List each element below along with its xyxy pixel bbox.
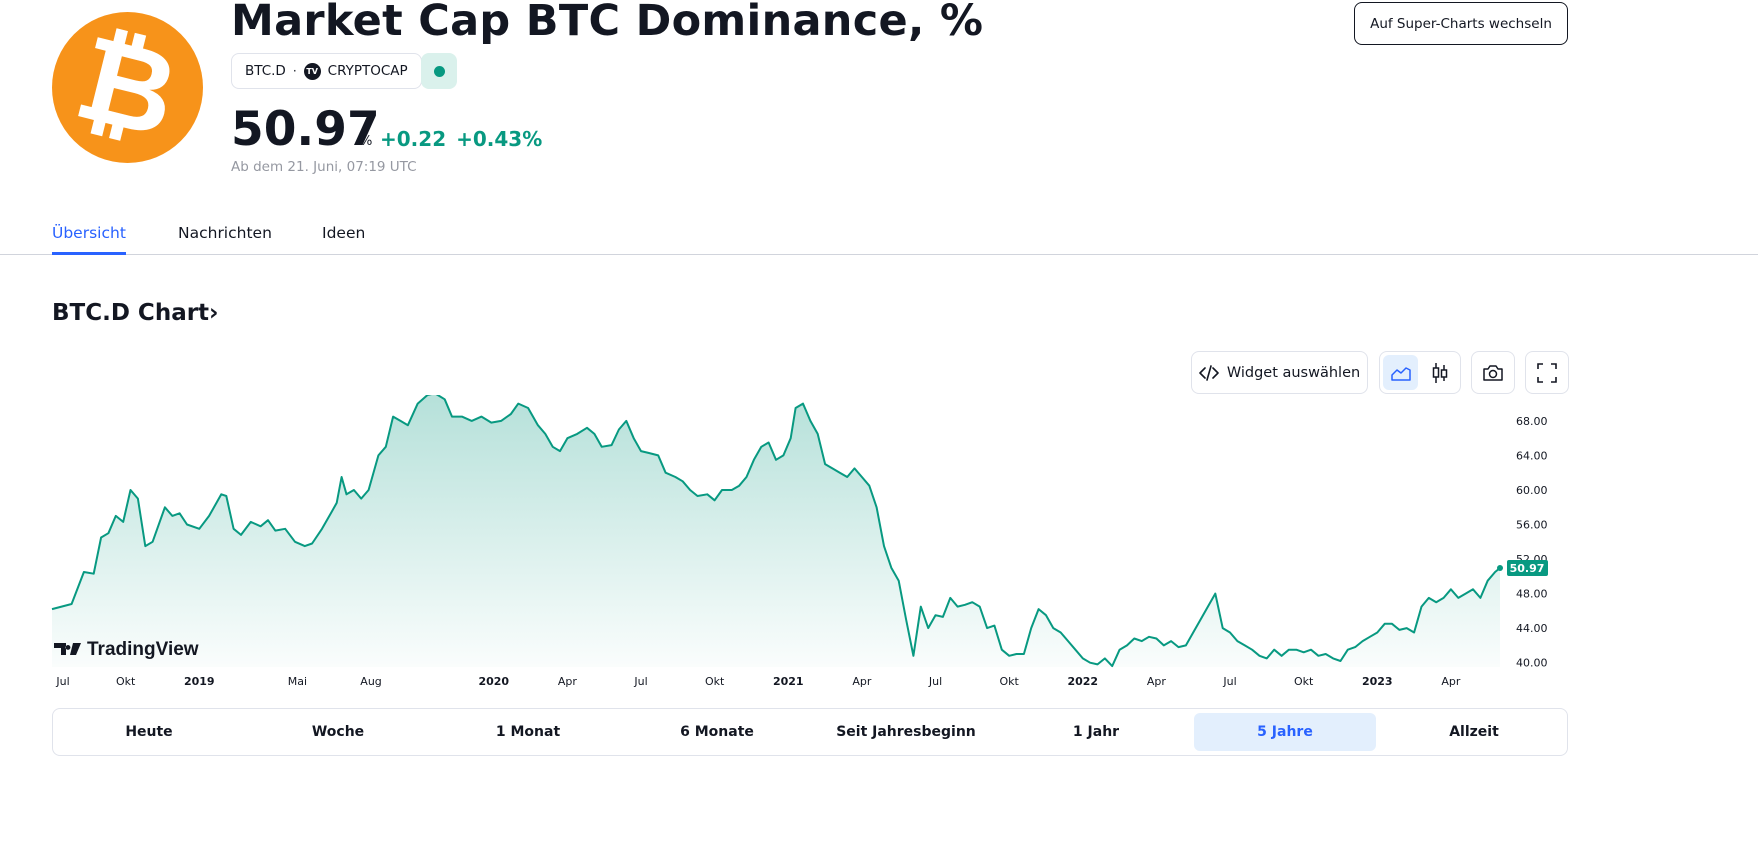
snapshot-button[interactable] [1471, 351, 1515, 394]
x-tick-label: 2023 [1362, 675, 1393, 688]
symbol-separator: · [292, 64, 297, 78]
range-1-month[interactable]: 1 Monat [495, 724, 561, 740]
chart-heading-link[interactable]: BTC.D Chart› [52, 300, 219, 326]
super-charts-button[interactable]: Auf Super-Charts wechseln [1354, 2, 1568, 45]
tradingview-logo-icon [54, 643, 81, 655]
area-chart-icon [1390, 366, 1411, 381]
symbol-exchange: CRYPTOCAP [327, 63, 408, 79]
range-6-months[interactable]: 6 Monate [680, 724, 754, 740]
last-point-marker [1497, 564, 1503, 571]
price-change: +0.22 +0.43% [380, 127, 542, 151]
candlestick-icon [1432, 362, 1447, 383]
symbol-pill[interactable]: BTC.D · TV CRYPTOCAP [231, 53, 422, 89]
series-line [51, 395, 1501, 668]
range-today[interactable]: Heute [125, 724, 173, 740]
y-tick-label: 60.00 [1516, 484, 1548, 497]
page-title: Market Cap BTC Dominance, % [231, 0, 984, 46]
tab-ideas[interactable]: Ideen [322, 224, 366, 242]
x-tick-label: 2022 [1067, 675, 1098, 688]
widget-select-label: Widget auswählen [1226, 364, 1361, 381]
y-tick-label: 64.00 [1516, 449, 1548, 462]
market-status-badge[interactable] [421, 53, 457, 89]
tab-bar: Übersicht Nachrichten Ideen [0, 222, 1758, 255]
candlestick-chart-button[interactable] [1422, 355, 1457, 390]
x-tick-label: Okt [1294, 675, 1314, 688]
x-tick-label: Okt [705, 675, 725, 688]
y-tick-label: 56.00 [1516, 519, 1548, 532]
dominance-area-chart[interactable]: 68.0064.0060.0056.0052.0048.0044.0040.00… [0, 395, 1758, 695]
bitcoin-logo: ₿ [52, 6, 203, 165]
price-change-absolute: +0.22 [380, 127, 447, 151]
range-all-time[interactable]: Allzeit [1449, 724, 1499, 740]
x-tick-label: Jul [55, 675, 69, 688]
tradingview-watermark: TradingView [54, 639, 199, 660]
x-tick-label: 2021 [773, 675, 804, 688]
market-open-dot-icon [433, 65, 445, 77]
x-tick-label: Jul [633, 675, 647, 688]
time-range-bar: Heute Woche 1 Monat 6 Monate Seit Jahres… [52, 708, 1568, 756]
y-tick-label: 48.00 [1516, 588, 1548, 601]
y-tick-label: 68.00 [1516, 415, 1548, 428]
x-tick-label: Apr [1441, 675, 1461, 688]
tradingview-mini-icon: TV [303, 62, 321, 80]
x-tick-label: 2020 [478, 675, 509, 688]
bitcoin-icon: ₿ [64, 6, 191, 165]
x-tick-label: 2019 [184, 675, 215, 688]
y-tick-label: 44.00 [1516, 622, 1548, 635]
x-tick-label: Mai [288, 675, 307, 688]
x-tick-label: Okt [116, 675, 136, 688]
range-ytd[interactable]: Seit Jahresbeginn [836, 724, 976, 740]
current-price: 50.97 [231, 102, 380, 157]
last-value-label: 50.97 [1510, 562, 1545, 575]
series-area-fill [52, 395, 1500, 667]
x-tick-label: Aug [360, 675, 381, 688]
range-5-years[interactable]: 5 Jahre [1194, 713, 1376, 751]
y-tick-label: 40.00 [1516, 657, 1548, 670]
widget-select-button[interactable]: Widget auswählen [1191, 351, 1368, 394]
range-week[interactable]: Woche [311, 724, 365, 740]
chart-type-toggle [1379, 351, 1461, 394]
tab-overview[interactable]: Übersicht [52, 224, 126, 255]
area-chart-button[interactable] [1383, 355, 1418, 390]
tab-news[interactable]: Nachrichten [178, 224, 272, 242]
camera-icon [1483, 364, 1503, 381]
last-value-badge [1507, 559, 1548, 576]
x-tick-label: Apr [1147, 675, 1167, 688]
x-tick-label: Okt [999, 675, 1019, 688]
x-tick-label: Jul [1222, 675, 1236, 688]
price-timestamp: Ab dem 21. Juni, 07:19 UTC [231, 159, 417, 175]
x-tick-label: Jul [928, 675, 942, 688]
range-1-year[interactable]: 1 Jahr [1072, 724, 1120, 740]
symbol-ticker: BTC.D [245, 63, 286, 79]
tradingview-wordmark: TradingView [87, 639, 199, 660]
x-tick-label: Apr [852, 675, 872, 688]
fullscreen-button[interactable] [1525, 351, 1569, 394]
fullscreen-icon [1537, 362, 1557, 383]
x-tick-label: Apr [558, 675, 578, 688]
price-unit: % [360, 134, 373, 149]
code-icon [1199, 364, 1219, 381]
price-change-percent: +0.43% [456, 127, 543, 151]
